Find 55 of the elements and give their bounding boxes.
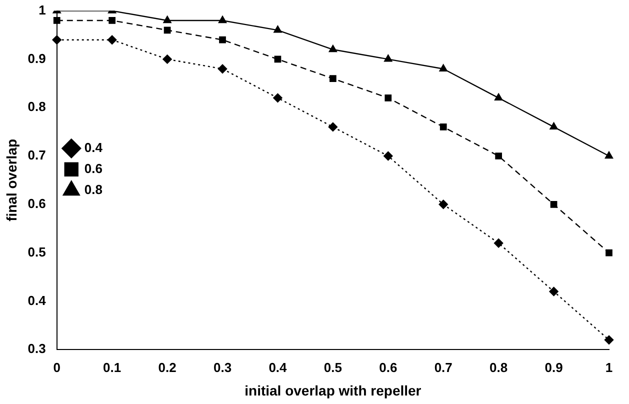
y-tick-label: 0.5 [28, 244, 46, 260]
x-tick-label: 0.7 [434, 360, 452, 375]
y-tick-label: 0.9 [28, 50, 46, 66]
point [273, 93, 282, 103]
point [219, 36, 226, 44]
point [494, 238, 504, 248]
legend-label: 0.6 [84, 160, 102, 176]
y-tick-label: 1 [38, 2, 46, 18]
legend-label: 0.8 [84, 182, 102, 197]
x-tick-label: 0 [53, 360, 60, 375]
point [162, 54, 172, 64]
point [439, 64, 448, 72]
point [495, 152, 502, 160]
point [384, 151, 393, 161]
y-tick-label: 0.3 [28, 341, 46, 356]
point [550, 200, 558, 208]
point [274, 56, 282, 63]
point [384, 54, 392, 62]
point [606, 249, 612, 256]
point [438, 200, 448, 209]
y-tick-label: 0.8 [28, 99, 46, 114]
x-tick-label: 0.2 [158, 360, 176, 375]
point [218, 64, 228, 74]
point [384, 94, 392, 102]
point [274, 26, 282, 33]
x-tick-label: 0.8 [490, 360, 508, 375]
y-axis-title: final overlap [3, 138, 20, 222]
point [604, 335, 614, 345]
point [330, 75, 336, 82]
point [164, 26, 171, 34]
point [440, 124, 447, 130]
y-tick-label: 0.6 [28, 196, 46, 211]
point [108, 17, 116, 24]
x-tick-label: 0.5 [324, 360, 342, 375]
point [107, 35, 117, 44]
x-tick-label: 0.9 [544, 360, 563, 375]
point [604, 151, 614, 159]
point [549, 286, 558, 296]
x-tick-label: 1 [605, 360, 613, 375]
point [163, 16, 172, 24]
x-tick-label: 0.4 [268, 360, 288, 375]
point [218, 16, 227, 24]
y-tick-label: 0.7 [28, 148, 46, 163]
y-tick-label: 0.4 [28, 292, 47, 308]
legend-label: 0.4 [84, 140, 104, 155]
x-axis-title: initial overlap with repeller [244, 382, 422, 398]
x-tick-label: 0.1 [103, 360, 122, 375]
x-tick-label: 0.6 [379, 360, 398, 375]
point [328, 122, 338, 132]
point [53, 17, 60, 24]
x-tick-label: 0.3 [213, 360, 232, 375]
point [52, 35, 62, 44]
point [328, 44, 337, 52]
point [494, 93, 503, 101]
point [550, 122, 558, 130]
